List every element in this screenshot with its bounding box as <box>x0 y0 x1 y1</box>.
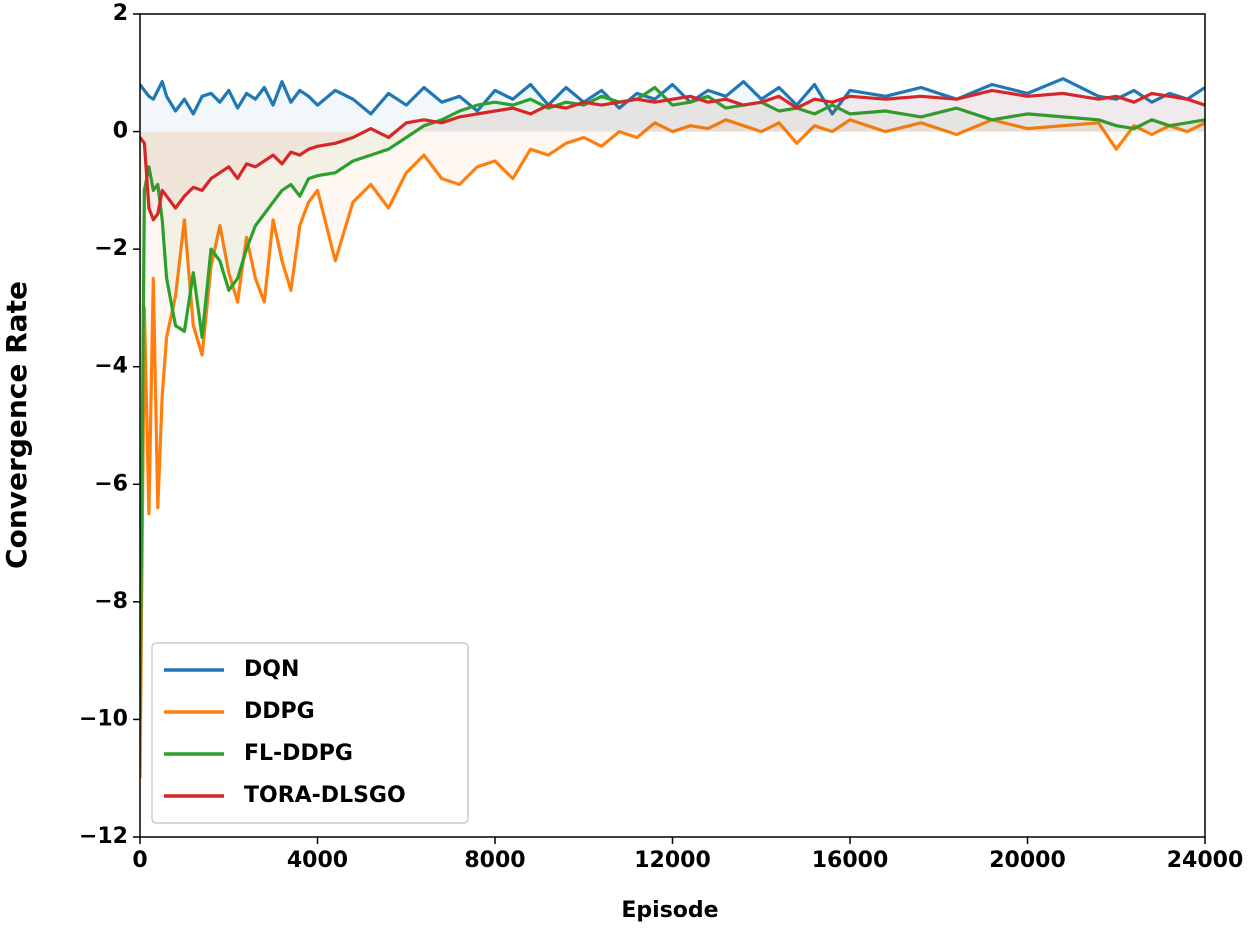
y-tick-label: −6 <box>94 471 128 496</box>
area <box>140 90 1205 220</box>
y-tick-label: −2 <box>94 236 128 261</box>
series-line <box>140 77 1205 116</box>
area <box>140 119 1205 779</box>
x-tick-label: 8000 <box>464 848 525 873</box>
legend-box <box>151 642 469 824</box>
legend-label: FL-DDPG <box>244 741 353 766</box>
series-line <box>140 88 1205 222</box>
y-tick-label: −12 <box>79 824 128 849</box>
x-tick-label: 4000 <box>287 848 348 873</box>
legend-label: DDPG <box>244 699 315 724</box>
x-tick-label: 24000 <box>1167 848 1244 873</box>
y-tick-label: −8 <box>94 589 128 614</box>
plot-area <box>140 77 1205 779</box>
y-tick-label: 0 <box>113 119 128 144</box>
x-axis-label: Episode <box>621 898 718 923</box>
series-line <box>140 118 1205 779</box>
x-tick-label: 20000 <box>989 848 1066 873</box>
axes-frame <box>139 13 1206 838</box>
y-tick-label: 2 <box>113 1 128 26</box>
y-tick-label: −4 <box>94 354 128 379</box>
area <box>140 87 1205 720</box>
legend-label: DQN <box>244 657 299 682</box>
y-tick-label: −10 <box>79 706 128 731</box>
legend-label: TORA-DLSGO <box>244 783 406 808</box>
y-axis-label: Convergence Rate <box>0 281 33 569</box>
series-line <box>140 85 1205 720</box>
x-tick-label: 0 <box>132 848 147 873</box>
x-tick-label: 12000 <box>634 848 711 873</box>
x-tick-label: 16000 <box>812 848 889 873</box>
